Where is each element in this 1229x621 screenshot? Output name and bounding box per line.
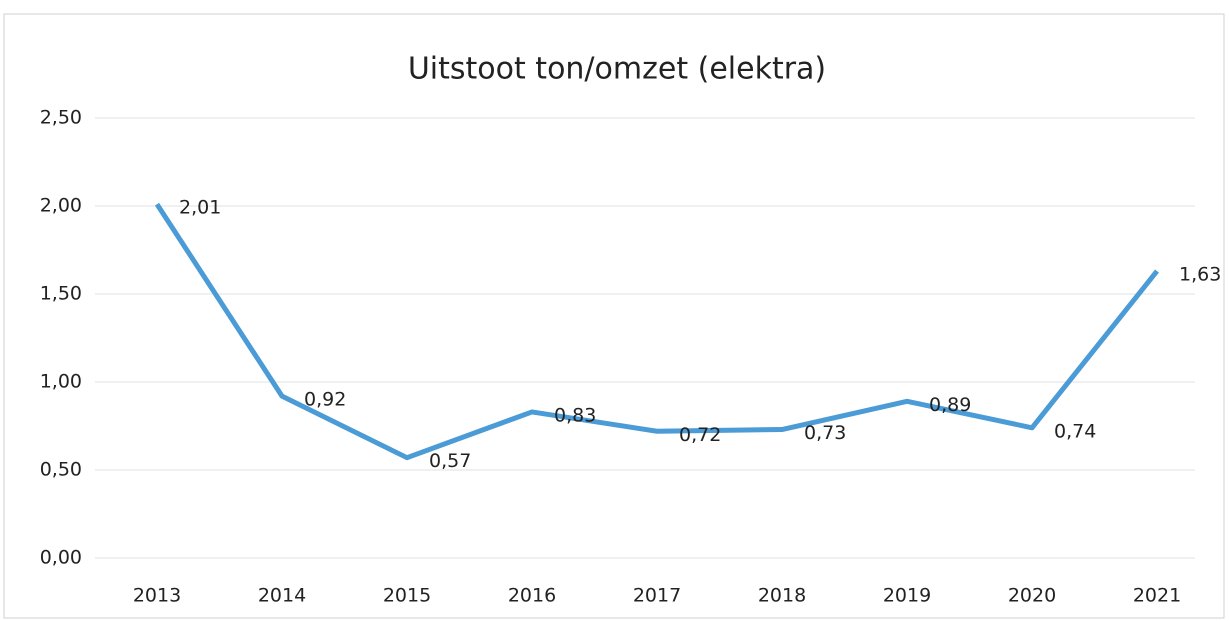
data-label: 2,01 (179, 197, 221, 219)
data-label: 0,74 (1054, 420, 1096, 442)
data-label: 0,83 (554, 404, 596, 426)
data-label: 1,63 (1179, 264, 1221, 286)
y-tick-label: 0,50 (40, 459, 82, 481)
y-tick-label: 1,50 (40, 283, 82, 305)
x-tick-label: 2017 (633, 585, 681, 607)
series-line (154, 202, 1159, 461)
x-tick-label: 2014 (258, 585, 306, 607)
chart-title: Uitstoot ton/omzet (elektra) (408, 52, 826, 87)
data-label: 0,89 (929, 394, 971, 416)
x-tick-label: 2020 (1008, 585, 1056, 607)
y-tick-label: 0,00 (40, 547, 82, 569)
y-tick-label: 1,00 (40, 371, 82, 393)
data-label: 0,72 (679, 424, 721, 446)
y-tick-label: 2,50 (40, 107, 82, 129)
data-label: 0,57 (429, 450, 471, 472)
x-tick-label: 2015 (383, 585, 431, 607)
x-tick-label: 2021 (1133, 585, 1181, 607)
data-label: 0,92 (304, 389, 346, 411)
x-tick-label: 2019 (883, 585, 931, 607)
chart-frame (3, 13, 1225, 619)
x-tick-label: 2016 (508, 585, 556, 607)
x-tick-label: 2018 (758, 585, 806, 607)
data-label: 0,73 (804, 422, 846, 444)
x-tick-label: 2013 (133, 585, 181, 607)
y-tick-label: 2,00 (40, 195, 82, 217)
